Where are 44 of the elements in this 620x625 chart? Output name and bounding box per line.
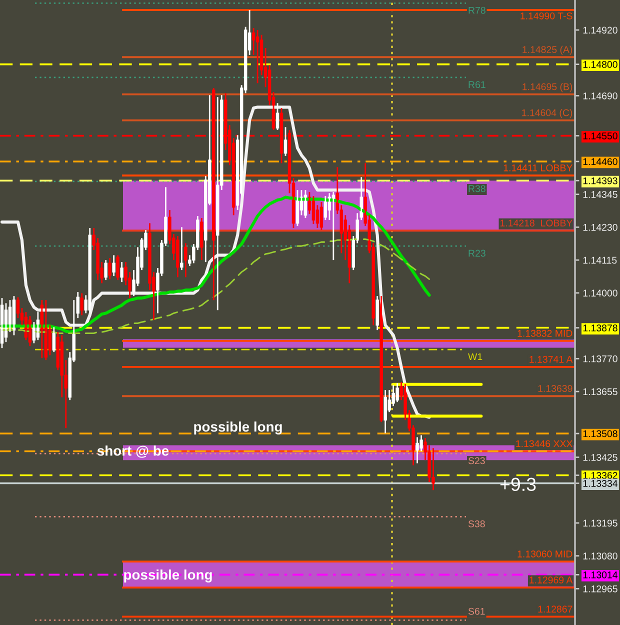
ref-line-label: 1.13832 MID (518, 330, 572, 337)
y-tick-label: 1.13878 (583, 324, 618, 332)
y-tick-label: 1.12965 (583, 585, 618, 592)
y-tick-label: 1.13425 (583, 454, 618, 461)
y-tick-label: 1.13080 (583, 552, 618, 560)
y-tick-label: 1.13195 (583, 520, 618, 527)
ref-line-label: R23 (468, 250, 486, 257)
y-tick-label: 1.14550 (583, 132, 618, 140)
ref-line-label: 1.14218 LOBBY (500, 220, 572, 226)
y-tick-label: 1.14460 (583, 158, 618, 166)
ref-line-label: R61 (468, 81, 486, 88)
annotation: possible long (124, 569, 212, 583)
y-tick-label: 1.13334 (583, 480, 618, 487)
ref-line-label: 1.13060 MID (518, 550, 572, 558)
ref-line-label: 1.13446 XXX (516, 440, 572, 448)
annotation: possible long (194, 421, 282, 435)
ref-line-label: W1 (468, 353, 482, 360)
y-tick-label: 1.14393 (583, 177, 618, 184)
ref-line-label: 1.12867 (538, 606, 572, 613)
y-tick-label: 1.14000 (583, 290, 618, 297)
ref-line-label: S38 (468, 520, 485, 528)
ref-line-label: 1.14411 LOBBY (504, 164, 572, 172)
ref-line-label: 1.12969 A (530, 576, 573, 584)
y-tick-label: 1.14800 (583, 61, 618, 68)
y-tick-label: 1.13508 (583, 430, 618, 438)
ref-line-label: R78 (468, 6, 486, 14)
ref-line-label: S23 (468, 457, 485, 464)
y-tick-label: 1.14690 (583, 92, 618, 100)
y-tick-label: 1.14345 (583, 191, 618, 198)
ref-line-label: 1.14695 (B) (522, 83, 572, 92)
ref-line-label: 1.14604 (C) (522, 109, 572, 118)
ref-line-label: S61 (468, 608, 485, 615)
y-tick-label: 1.14115 (583, 256, 617, 264)
ref-line-label: 1.14825 (A) (522, 46, 572, 55)
y-tick-label: 1.14230 (583, 224, 618, 231)
ref-line-label: R38 (468, 185, 486, 192)
ref-line-label: 1.13741 A (530, 356, 573, 363)
y-tick-label: 1.13362 (583, 472, 618, 479)
y-tick-label: 1.13014 (583, 571, 618, 578)
y-tick-label: 1.13770 (583, 355, 618, 362)
ref-line-label: 1.14990 T-S (520, 12, 572, 20)
ref-line-label: 1.13639 (538, 385, 572, 392)
y-tick-label: 1.13655 (583, 388, 618, 396)
y-tick-label: 1.14920 (583, 26, 618, 34)
